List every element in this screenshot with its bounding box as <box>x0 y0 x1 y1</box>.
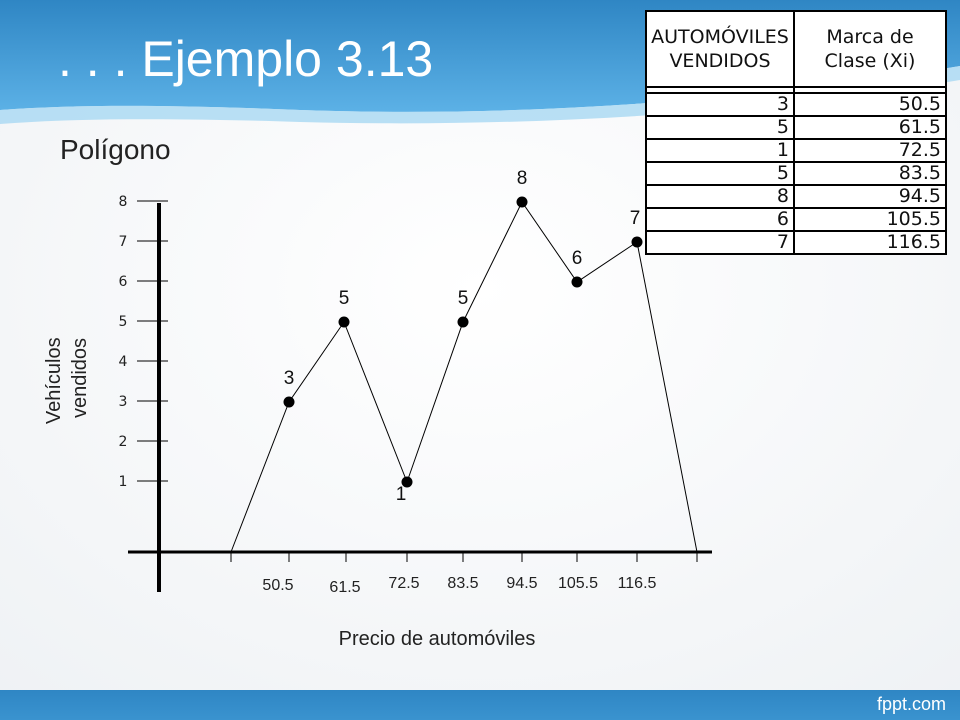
data-point <box>571 276 583 288</box>
slide-title: . . . Ejemplo 3.13 <box>58 31 434 87</box>
x-tick-label: 50.5 <box>262 577 293 594</box>
x-tick-label: 61.5 <box>329 579 360 596</box>
y-tick-labels: 1 2 3 4 5 6 7 8 <box>119 194 128 490</box>
x-tick-label: 72.5 <box>388 575 419 592</box>
cell-marca-clase: 83.5 <box>793 161 947 186</box>
y-axis-label: Vehículos vendidos <box>43 332 91 424</box>
cell-marca-clase: 116.5 <box>793 230 947 255</box>
cell-marca-clase: 72.5 <box>793 138 947 163</box>
y-tick-label: 6 <box>119 274 128 290</box>
data-point <box>338 316 350 328</box>
y-tick-label: 3 <box>119 394 128 410</box>
cell-autos-vendidos: 3 <box>645 92 795 117</box>
data-label: 5 <box>339 288 350 309</box>
data-label: 1 <box>396 484 407 505</box>
table-gap-row <box>645 86 947 94</box>
polygon-line <box>230 201 698 553</box>
data-label: 7 <box>630 208 641 229</box>
cell-autos-vendidos: 5 <box>645 161 795 186</box>
cell-marca-clase: 50.5 <box>793 92 947 117</box>
x-axis-label: Precio de automóviles <box>339 628 536 650</box>
cell-autos-vendidos: 7 <box>645 230 795 255</box>
data-point <box>401 476 413 488</box>
table-row: 3 50.5 <box>645 92 947 117</box>
cell-autos-vendidos: 6 <box>645 207 795 232</box>
y-tick-label: 8 <box>119 194 128 210</box>
brand-text: fppt.com <box>876 694 946 714</box>
y-tick-label: 2 <box>119 434 128 450</box>
cell-marca-clase: 105.5 <box>793 207 947 232</box>
x-tick-label: 116.5 <box>618 575 657 592</box>
cell-autos-vendidos: 1 <box>645 138 795 163</box>
frequency-table: AUTOMÓVILES VENDIDOS Marca de Clase (Xi)… <box>645 10 947 255</box>
data-point <box>457 316 469 328</box>
header-marca-clase: Marca de Clase (Xi) <box>793 10 947 88</box>
y-axis-ticks <box>137 200 168 482</box>
table-row: 5 83.5 <box>645 161 947 186</box>
table-row: 1 72.5 <box>645 138 947 163</box>
cell-marca-clase: 94.5 <box>793 184 947 209</box>
table-row: 6 105.5 <box>645 207 947 232</box>
data-points <box>283 196 643 488</box>
x-tick-label: 94.5 <box>506 575 537 592</box>
data-label: 8 <box>517 168 528 189</box>
table-row: 7 116.5 <box>645 230 947 255</box>
slide-subtitle: Polígono <box>60 134 171 165</box>
cell-autos-vendidos: 8 <box>645 184 795 209</box>
data-label: 6 <box>572 248 583 269</box>
table-row: 8 94.5 <box>645 184 947 209</box>
data-label: 3 <box>284 368 295 389</box>
data-labels: 3 5 1 5 8 6 7 <box>284 168 641 505</box>
y-tick-label: 4 <box>119 354 128 370</box>
x-axis-ticks <box>230 552 698 562</box>
x-tick-labels: 50.5 61.5 72.5 83.5 94.5 105.5 116.5 <box>262 575 656 596</box>
header-autos-vendidos: AUTOMÓVILES VENDIDOS <box>645 10 795 88</box>
y-tick-label: 7 <box>119 234 128 250</box>
x-tick-label: 105.5 <box>558 575 598 592</box>
cell-autos-vendidos: 5 <box>645 115 795 140</box>
x-tick-label: 83.5 <box>447 575 478 592</box>
table-row: 5 61.5 <box>645 115 947 140</box>
cell-marca-clase: 61.5 <box>793 115 947 140</box>
data-label: 5 <box>458 288 469 309</box>
y-tick-label: 1 <box>119 474 128 490</box>
data-point <box>631 236 643 248</box>
y-tick-label: 5 <box>119 314 128 330</box>
data-point <box>516 196 528 208</box>
table-header-row: AUTOMÓVILES VENDIDOS Marca de Clase (Xi) <box>645 10 947 88</box>
footer-bar <box>0 690 960 720</box>
data-point <box>283 396 295 408</box>
